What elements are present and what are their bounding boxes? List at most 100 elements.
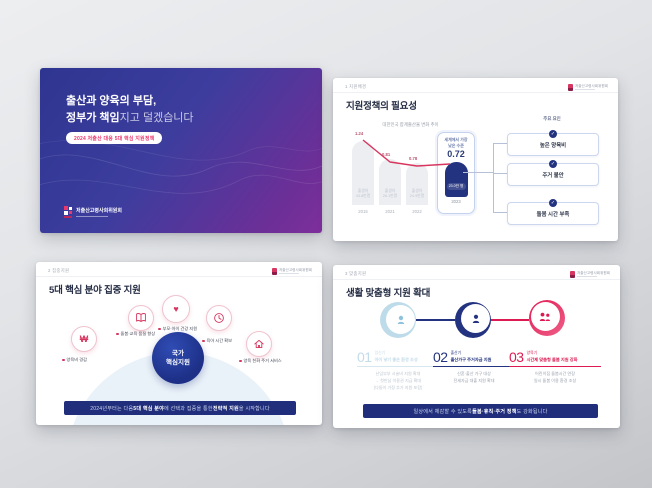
stage-circle-pregnancy (380, 302, 416, 338)
slide-4-life-stage[interactable]: 3 맞춤지원 저출산고령사회위원회 생활 맞춤형 지원 확대 (333, 265, 620, 428)
highlight-value: 0.72 (447, 149, 465, 160)
step-phase: 양육기 (526, 351, 538, 356)
rate-label: 1.24 (355, 131, 364, 136)
bar-value: 43.8만명 (355, 194, 371, 199)
page-title: 생활 맞춤형 지원 확대 (346, 288, 431, 299)
bullet-icon (202, 339, 205, 343)
check-icon: ✓ (549, 199, 557, 207)
factor-label: 높은 양육비 (539, 142, 567, 149)
section-label: 1 지원배경 (345, 84, 367, 89)
committee-logo-icon (567, 84, 573, 91)
step-rule (357, 365, 439, 367)
section-label: 3 맞춤지원 (345, 271, 367, 276)
house-icon (254, 339, 264, 349)
bar-label: 출생아 (411, 188, 423, 193)
committee-logo: 저출산고령사회위원회 (569, 271, 610, 278)
committee-logo-icon (569, 271, 575, 278)
committee-logo-subline (574, 89, 595, 91)
highlight-bar-label: 23.0만 명 (446, 183, 466, 191)
timeline-link-1 (416, 319, 455, 321)
area-node-time (206, 305, 232, 331)
step-phase: 임신기 (374, 351, 386, 356)
committee-logo-icon (64, 206, 72, 218)
page-title: 5대 핵심 분야 집중 지원 (49, 285, 141, 296)
timeline-link-2 (491, 319, 529, 321)
rate-label: 0.81 (382, 152, 391, 157)
step-number: 03 (509, 349, 524, 365)
step-details: 신혼·출산 가구 대상 전세자금 대출 지원 확대 (453, 370, 495, 383)
bar-label: 출생아 (357, 188, 369, 193)
bar-2022: 출생아 24.9만명 (406, 163, 428, 205)
step-birth: 02 출산기 출산가구 주거자금 지원 신혼·출산 가구 대상 전세자금 대출 … (433, 349, 515, 384)
committee-logo: 저출산고령사회위원회 (567, 84, 608, 91)
connector-line (463, 171, 493, 173)
family-icon (539, 312, 550, 321)
step-number: 02 (433, 349, 448, 365)
area-node-cost: ₩ (71, 326, 97, 352)
step-rule (509, 365, 601, 367)
cover-badge: 2024 저출산 대응 5대 핵심 지원정책 (66, 132, 163, 144)
baby-icon (397, 315, 404, 324)
committee-logo-subline (278, 273, 299, 275)
step-number: 01 (357, 349, 372, 365)
stage-circle-parenting (529, 300, 565, 336)
factor-label: 돌봄 시간 부족 (536, 211, 570, 218)
section-label: 2 집중지원 (48, 268, 70, 273)
connector-line (493, 173, 507, 174)
slide-2-necessity[interactable]: 1 지원배경 저출산고령사회위원회 지원정책의 필요성 대한민국 합계출산율 변… (333, 78, 618, 241)
bullet-icon (239, 359, 242, 363)
committee-logo-text: 저출산고령사회위원회 (278, 268, 312, 272)
cover-title-line1: 출산과 양육의 부담, (66, 95, 157, 107)
won-icon: ₩ (79, 334, 89, 344)
committee-logo: 저출산고령사회위원회 (271, 268, 312, 275)
rate-label: 0.78 (409, 156, 418, 161)
check-icon: ✓ (549, 160, 557, 168)
bullet-icon (62, 358, 65, 362)
step-details: 어린이집 돌봄시간 연장 일시 돌봄 이용 환경 조성 (533, 370, 577, 383)
bar-value: 26.1만명 (382, 194, 398, 199)
connector-line (493, 143, 507, 144)
committee-logo-text: 저출산고령사회위원회 (576, 271, 610, 275)
axis-year: 2021 (385, 209, 395, 214)
clock-icon (214, 313, 224, 323)
bar-2021: 출생아 26.1만명 (379, 159, 401, 205)
bar-label: 출생아 (384, 188, 396, 193)
factors-title: 주요 요인 (543, 116, 561, 121)
committee-logo-icon (271, 268, 277, 275)
area-label-education: 돌봄·교육 품질 향상 (116, 331, 155, 337)
step-headline: 시간제 맞춤형 돌봄 지원 강화 (526, 356, 578, 362)
axis-year: 2023 (451, 199, 461, 205)
cover-title-line2-rest: 지고 덜겠습니다 (119, 112, 194, 125)
slide4-banner: 일상에서 체감할 수 있도록 돌봄·휴직·주거 정책 도 강화됩니다 (363, 404, 598, 418)
book-icon (136, 313, 146, 323)
area-node-housing (246, 331, 272, 357)
national-support-circle: 국가 핵심지원 (152, 332, 204, 384)
factor-box-housing: ✓ 주거 불안 (507, 160, 599, 186)
step-phase: 출산기 (450, 351, 462, 356)
step-rule (433, 365, 515, 367)
stage-circle-birth (455, 302, 491, 338)
area-label-time: 육아 시간 확보 (202, 338, 232, 344)
step-parenting: 03 양육기 시간제 맞춤형 돌봄 지원 강화 어린이집 돌봄시간 연장 일시 … (509, 349, 601, 384)
bullet-icon (158, 327, 161, 331)
bullet-icon (116, 332, 119, 336)
area-node-education (128, 305, 154, 331)
connector-dot (459, 170, 463, 174)
axis-year: 2015 (358, 209, 368, 214)
committee-logo-text: 저출산고령사회위원회 (574, 84, 608, 88)
area-label-health: 부모·아이 건강 지원 (158, 326, 197, 332)
step-details: 난임부부 시술비 지원 확대 → 첫만남 이용권 지급 확대 (다둥이 가정 추… (373, 370, 423, 391)
committee-logo-subline (76, 215, 108, 218)
page-title: 지원정책의 필요성 (346, 101, 417, 112)
committee-logo: 저출산고령사회위원회 (64, 206, 122, 218)
slide-3-core-areas[interactable]: 2 집중지원 저출산고령사회위원회 5대 핵심 분야 집중 지원 ₩ ♥ (36, 262, 322, 425)
divider (333, 92, 618, 93)
bar-value: 24.9만명 (409, 194, 425, 199)
slide-1-cover[interactable]: 출산과 양육의 부담, 정부가 책임지고 덜겠습니다 2024 저출산 대응 5… (40, 68, 322, 233)
divider (36, 276, 322, 277)
check-icon: ✓ (549, 130, 557, 138)
cover-title-line2-bold: 정부가 책임 (66, 112, 120, 125)
committee-logo-subline (576, 276, 597, 278)
heart-icon: ♥ (173, 304, 179, 314)
